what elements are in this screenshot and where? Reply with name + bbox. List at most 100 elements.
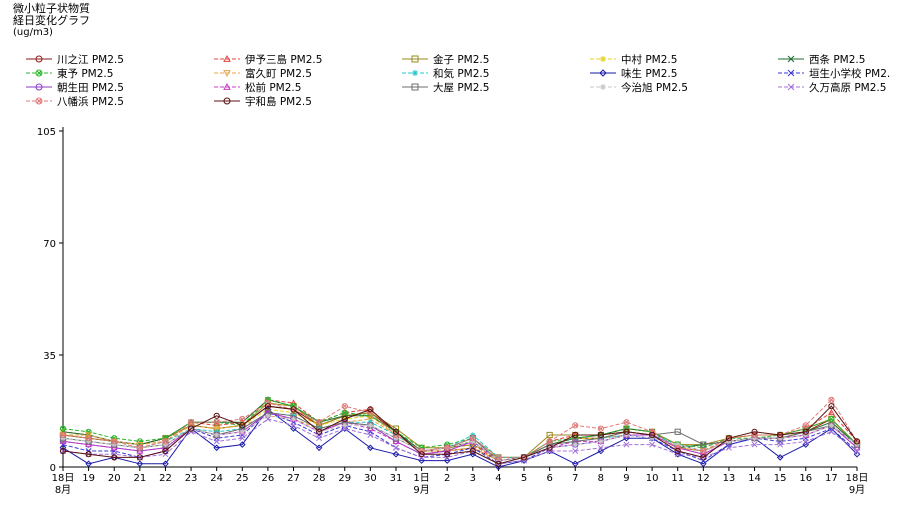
data-point	[495, 458, 502, 464]
legend-item: 富久町 PM2.5	[214, 67, 312, 80]
data-point	[623, 419, 630, 426]
x-tick-label: 2	[444, 473, 450, 484]
data-point	[520, 454, 528, 461]
data-point	[648, 431, 656, 439]
data-point	[264, 403, 272, 410]
data-point	[367, 419, 373, 425]
data-point	[59, 425, 67, 432]
data-point	[367, 444, 374, 452]
data-point	[213, 419, 220, 426]
data-point	[392, 428, 400, 435]
data-point	[136, 460, 144, 468]
data-point	[495, 454, 502, 461]
data-point	[777, 435, 783, 441]
data-point	[341, 415, 348, 423]
data-point	[187, 425, 195, 432]
x-tick-label: 20	[108, 473, 121, 484]
data-point	[213, 438, 220, 445]
data-point	[366, 416, 374, 423]
series-line	[62, 399, 858, 462]
legend-item: 八幡浜 PM2.5	[26, 95, 124, 108]
data-point	[290, 399, 297, 406]
data-point	[700, 454, 707, 461]
data-point	[162, 460, 169, 468]
series-16	[59, 396, 861, 461]
x-tick-label: 11	[671, 473, 684, 484]
data-point	[470, 438, 476, 444]
legend-label: 味生 PM2.5	[621, 67, 677, 80]
legend-marker	[599, 69, 607, 77]
data-point	[85, 460, 92, 468]
legend-marker	[787, 69, 795, 77]
legend-marker	[411, 55, 419, 63]
data-point	[828, 422, 834, 428]
unit-label: (ug/m3)	[13, 27, 53, 38]
legend-item: 東予 PM2.5	[26, 67, 113, 80]
x-tick-label: 19	[82, 473, 95, 484]
legend-marker	[600, 56, 606, 62]
legend-label: 富久町 PM2.5	[245, 67, 312, 80]
data-point	[290, 422, 297, 429]
x-tick-label: 7	[572, 473, 578, 484]
data-point	[828, 396, 835, 403]
data-point	[700, 447, 707, 455]
data-point	[392, 450, 400, 458]
data-point	[162, 442, 169, 448]
legend-item: 和気 PM2.5	[402, 67, 489, 80]
x-tick-label: 10	[646, 473, 659, 484]
x-tick-label: 1日	[413, 473, 429, 484]
legend-marker	[35, 69, 43, 77]
legend-marker	[35, 83, 43, 91]
data-point	[239, 429, 245, 435]
data-point	[675, 442, 681, 448]
data-point	[803, 432, 809, 438]
data-point	[136, 454, 143, 461]
x-tick-label: 13	[723, 473, 736, 484]
data-point	[290, 416, 297, 422]
legend-marker	[787, 83, 795, 91]
legend-marker	[35, 97, 43, 105]
legend-item: 伊予三島 PM2.5	[214, 53, 322, 66]
x-tick-label: 30	[364, 473, 377, 484]
data-point	[85, 432, 93, 439]
data-point	[828, 428, 835, 435]
data-point	[777, 431, 784, 439]
x-tick-label: 21	[133, 473, 146, 484]
legend-marker	[223, 97, 231, 105]
legend-item: 今治旭 PM2.5	[590, 81, 688, 94]
legend-marker	[600, 84, 606, 90]
data-point	[444, 444, 451, 451]
data-point	[316, 419, 323, 426]
data-point	[214, 432, 220, 438]
legend-item: 宇和島 PM2.5	[214, 95, 312, 108]
legend-label: 金子 PM2.5	[433, 53, 489, 66]
x-tick-label: 27	[287, 473, 300, 484]
data-point	[776, 454, 784, 461]
x-tick-label: 3	[470, 473, 476, 484]
data-point	[674, 428, 681, 435]
legend-marker	[787, 55, 795, 63]
data-point	[444, 451, 451, 458]
data-point	[239, 435, 246, 442]
x-tick-label: 8	[598, 473, 604, 484]
data-point	[469, 447, 476, 455]
legend-label: 松前 PM2.5	[245, 81, 301, 94]
data-point	[316, 422, 322, 428]
legend-marker	[411, 83, 419, 91]
month-label: 9月	[413, 484, 429, 496]
x-tick-label: 12	[697, 473, 710, 484]
data-point	[649, 441, 656, 448]
series-line	[62, 398, 858, 458]
data-point	[315, 444, 323, 452]
legend-item: 朝生田 PM2.5	[26, 81, 124, 94]
chart-title: 微小粒子状物質	[13, 2, 90, 15]
data-point	[572, 431, 579, 439]
legend-label: 東予 PM2.5	[57, 67, 113, 80]
series-17	[59, 403, 861, 467]
legend-label: 川之江 PM2.5	[57, 53, 124, 66]
data-point	[572, 442, 578, 448]
series-line	[62, 415, 858, 462]
data-point	[342, 422, 348, 428]
legend-marker	[35, 55, 43, 63]
data-point	[59, 431, 67, 439]
